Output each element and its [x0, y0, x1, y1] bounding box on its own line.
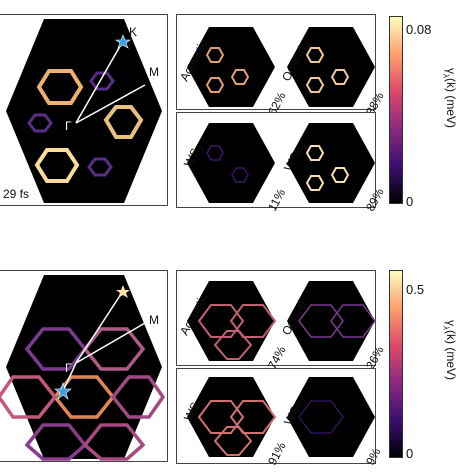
- bottom-layer-map: [187, 377, 375, 457]
- top-acoustic-map: [187, 27, 375, 107]
- top-time-label: 29 fs: [3, 187, 30, 201]
- top-colorbar-max: 0.08: [406, 22, 432, 37]
- top-k-path-lines: [75, 40, 146, 124]
- bottom-k-path-lines: [62, 290, 146, 392]
- top-m-label: M: [149, 65, 159, 79]
- top-colorbar-label: γλ(k) (meV): [441, 68, 458, 128]
- top-gamma-label: Γ: [65, 119, 72, 133]
- top-star-marker: [115, 34, 131, 49]
- bottom-k-label: K: [129, 273, 138, 287]
- bottom-m-label: M: [149, 313, 159, 327]
- bottom-colorbar: [389, 270, 403, 458]
- bottom-bz-hexagon: [6, 275, 162, 459]
- bottom-sub-panel-1: Acoustic 74% Optical 26%: [176, 270, 387, 372]
- top-layer-map: [187, 123, 375, 203]
- top-hotspot-rings: [27, 69, 144, 183]
- bottom-colorbar-label: γλ(k) (meV): [441, 320, 458, 380]
- top-sub-panel-2: WS2 11% WSe2 89%: [176, 112, 387, 214]
- bottom-star-marker-k: [116, 285, 130, 298]
- top-sub-panel-1: Acoustic 62% Optical 38%: [176, 14, 387, 118]
- top-bz-hexagon: [6, 19, 162, 203]
- top-colorbar: [389, 16, 403, 204]
- bottom-acoustic-map: [187, 281, 376, 361]
- bottom-sub-panel-2: WS2 91% WSe2 9%: [176, 368, 384, 468]
- bottom-colorbar-min: 0: [406, 446, 414, 461]
- top-main-panel: K M Γ 29 fs: [0, 14, 168, 206]
- bottom-gamma-label: Γ: [65, 361, 72, 375]
- bottom-star-marker: [54, 382, 72, 400]
- bottom-brillouin-zone-map: [0, 275, 166, 461]
- bottom-main-panel: K M Γ 4 fs: [0, 270, 168, 462]
- top-k-label: K: [129, 25, 138, 39]
- top-brillouin-zone-map: [6, 19, 162, 203]
- bottom-colorbar-max: 0.5: [406, 282, 425, 297]
- bottom-time-label: 4 fs: [3, 443, 23, 457]
- bottom-hotspot-network: [0, 327, 166, 461]
- top-colorbar-min: 0: [406, 194, 414, 209]
